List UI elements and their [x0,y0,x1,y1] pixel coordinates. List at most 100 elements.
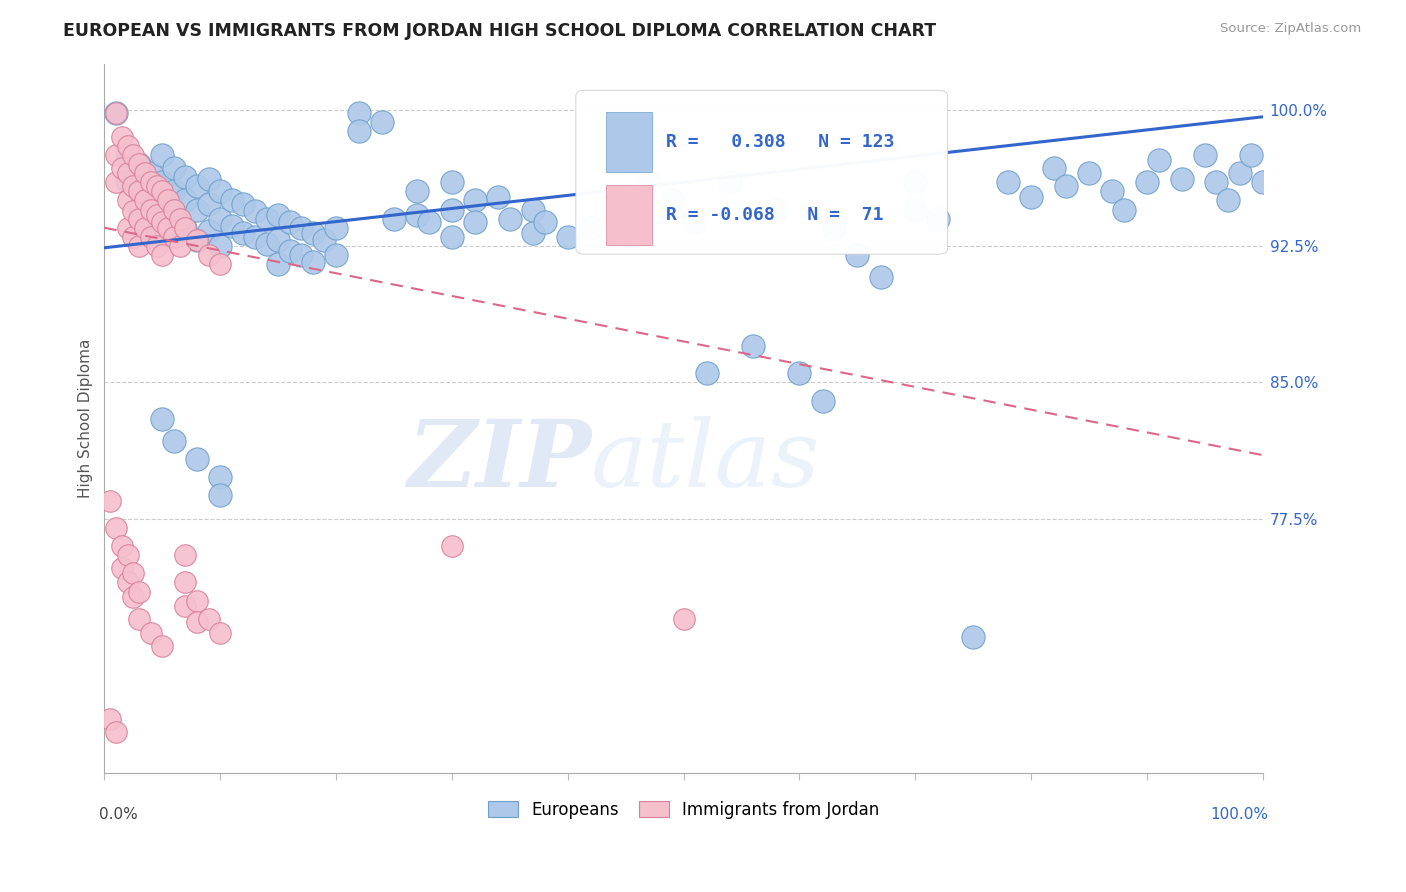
Point [128,157,150,171]
Text: atlas: atlas [591,417,821,507]
Point [789,366,811,380]
Point [128,185,150,199]
Point [186,451,208,466]
Point [464,194,486,208]
Point [163,208,186,222]
Point [1112,202,1135,217]
Point [904,175,927,189]
Point [169,211,191,226]
Point [98,493,121,508]
Point [522,202,544,217]
Point [150,185,173,199]
Point [186,178,208,193]
Point [134,220,156,235]
Point [128,239,150,253]
Point [325,248,347,262]
Point [1101,185,1123,199]
Point [128,157,150,171]
Point [382,211,405,226]
Point [104,148,127,162]
Point [1019,190,1042,204]
Point [122,590,145,604]
Point [1078,166,1101,180]
Point [145,208,167,222]
Point [139,215,162,229]
Point [243,204,266,219]
Point [157,194,180,208]
Point [150,215,173,229]
Point [174,599,197,613]
Point [163,161,186,175]
Point [499,211,522,226]
Text: 100.0%: 100.0% [1211,807,1268,822]
Point [169,239,191,253]
Point [117,148,139,162]
Point [186,593,208,607]
Point [139,166,162,180]
Point [122,230,145,244]
Point [221,194,243,208]
Point [197,248,219,262]
Point [139,230,162,244]
Point [464,215,486,229]
Point [117,175,139,189]
Point [278,244,301,259]
Point [823,220,845,235]
Y-axis label: High School Diploma: High School Diploma [79,339,93,499]
Point [325,220,347,235]
Point [150,639,173,653]
Text: R = -0.068   N =  71: R = -0.068 N = 71 [666,206,884,224]
Point [104,106,127,120]
Point [111,161,134,175]
Point [117,166,139,180]
Point [1240,148,1263,162]
Point [869,269,891,284]
Point [209,470,232,484]
Point [111,539,134,553]
Point [122,566,145,581]
Point [104,724,127,739]
Point [742,339,765,353]
Point [111,129,134,144]
Point [174,169,197,184]
Point [150,411,173,425]
Point [111,561,134,575]
Point [117,575,139,590]
Point [139,190,162,204]
Point [811,393,834,408]
Point [128,211,150,226]
FancyBboxPatch shape [606,185,652,245]
Legend: Europeans, Immigrants from Jordan: Europeans, Immigrants from Jordan [481,794,886,825]
Point [197,197,219,211]
Point [278,215,301,229]
Point [209,488,232,502]
Point [614,208,637,222]
Point [661,194,683,208]
Point [197,224,219,238]
Point [122,178,145,193]
Point [163,230,186,244]
Point [134,166,156,180]
Point [314,234,336,248]
Text: 0.0%: 0.0% [98,807,138,822]
Point [150,197,173,211]
Point [209,257,232,271]
Point [163,202,186,217]
Point [1205,175,1227,189]
Point [347,106,370,120]
Point [221,219,243,233]
Point [347,124,370,138]
FancyBboxPatch shape [576,90,948,254]
Point [232,197,254,211]
Point [209,211,232,226]
Point [186,615,208,630]
Point [371,115,394,129]
Point [98,712,121,726]
Point [440,175,463,189]
Point [209,626,232,640]
Point [209,239,232,253]
Point [150,226,173,240]
Point [1170,171,1192,186]
Point [533,215,555,229]
Point [302,226,325,240]
